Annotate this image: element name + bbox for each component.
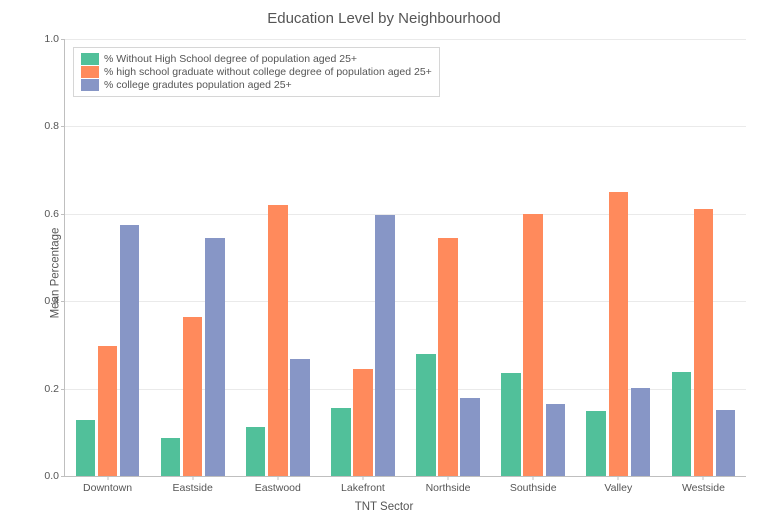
bar [120,225,140,476]
gridline [65,214,746,215]
ytick-label: 0.0 [33,470,59,482]
xtick-label: Eastwood [255,482,301,494]
ytick-mark [61,476,65,477]
xtick-label: Downtown [83,482,132,494]
bar [609,192,629,476]
xtick-label: Southside [510,482,557,494]
bar [716,410,736,476]
legend-label: % high school graduate without college d… [104,66,432,78]
legend-swatch [81,66,99,78]
bar [98,346,118,476]
bar [460,398,480,476]
bar [416,354,436,476]
xtick-mark [533,476,534,480]
ytick-label: 0.4 [33,295,59,307]
bar [631,388,651,476]
gridline [65,126,746,127]
bar [546,404,566,476]
legend-label: % Without High School degree of populati… [104,53,357,65]
xtick-label: Valley [604,482,632,494]
ytick-mark [61,126,65,127]
xtick-mark [277,476,278,480]
legend-swatch [81,79,99,91]
ytick-mark [61,389,65,390]
gridline [65,301,746,302]
xtick-label: Lakefront [341,482,385,494]
bar [205,238,225,476]
legend-row: % high school graduate without college d… [81,66,432,78]
xtick-mark [362,476,363,480]
bar [501,373,521,476]
bar [353,369,373,476]
legend-swatch [81,53,99,65]
x-axis-label: TNT Sector [8,501,760,513]
bar [438,238,458,476]
ytick-label: 0.8 [33,120,59,132]
bar [586,411,606,476]
bar [246,427,266,476]
chart-container: Education Level by Neighbourhood Mean Pe… [0,0,768,530]
xtick-label: Eastside [173,482,213,494]
legend: % Without High School degree of populati… [73,47,440,97]
bar [161,438,181,476]
plot-area: % Without High School degree of populati… [64,39,746,477]
bar [375,215,395,476]
bar [183,317,203,477]
legend-row: % Without High School degree of populati… [81,53,432,65]
bar [268,205,288,476]
xtick-mark [448,476,449,480]
xtick-mark [703,476,704,480]
plot-wrap: Mean Percentage % Without High School de… [8,33,760,513]
bar [672,372,692,476]
bar [523,214,543,476]
ytick-mark [61,214,65,215]
ytick-mark [61,301,65,302]
legend-label: % college gradutes population aged 25+ [104,79,292,91]
xtick-label: Westside [682,482,725,494]
bar [694,209,714,476]
legend-row: % college gradutes population aged 25+ [81,79,432,91]
chart-title: Education Level by Neighbourhood [8,10,760,27]
xtick-mark [107,476,108,480]
xtick-mark [192,476,193,480]
ytick-label: 1.0 [33,33,59,45]
gridline [65,39,746,40]
ytick-label: 0.2 [33,383,59,395]
xtick-label: Northside [426,482,471,494]
bar [331,408,351,476]
xtick-mark [618,476,619,480]
ytick-mark [61,39,65,40]
bar [76,420,96,476]
bar [290,359,310,476]
ytick-label: 0.6 [33,208,59,220]
